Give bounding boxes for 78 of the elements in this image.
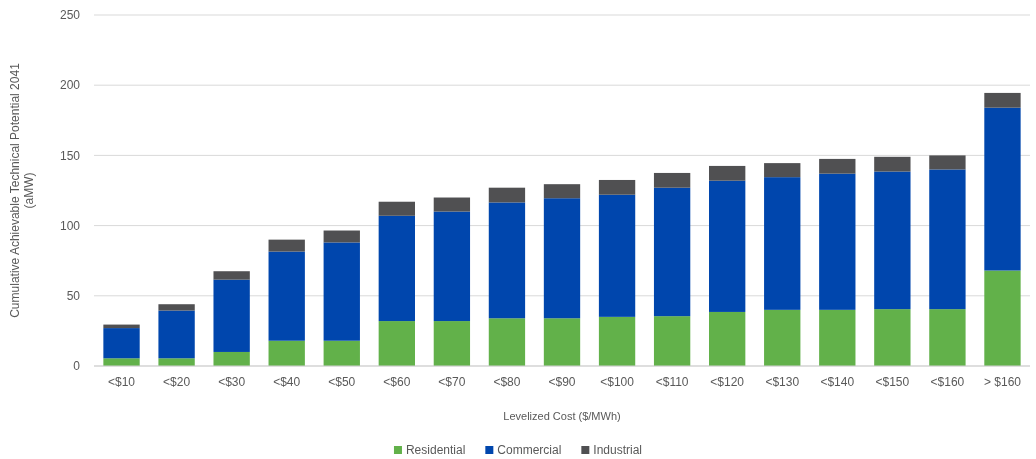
y-axis-title: Cumulative Achievable Technical Potential 2041 (aMW): [8, 62, 37, 318]
bar: [709, 311, 746, 366]
x-tick-label: <$160: [930, 375, 965, 390]
bar: [213, 271, 250, 280]
bar: [598, 316, 636, 366]
bar: [323, 340, 360, 366]
bar: [488, 187, 526, 203]
x-tick-label: <$100: [600, 375, 635, 390]
bar: [764, 309, 801, 366]
bar: [929, 169, 966, 310]
bar: [653, 187, 691, 317]
y-tick-label: 50: [66, 289, 81, 303]
x-axis-title: Levelized Cost ($/MWh): [503, 409, 621, 422]
bar: [984, 107, 1021, 271]
bar: [433, 321, 471, 366]
legend-label: Industrial: [593, 443, 643, 458]
bar: [268, 239, 305, 252]
legend-label: Residential: [405, 443, 466, 458]
bar: [819, 158, 856, 174]
bar: [543, 198, 581, 319]
bar: [653, 316, 691, 366]
bar: [488, 202, 526, 319]
bar: [488, 318, 526, 366]
x-tick-label: <$150: [875, 375, 910, 390]
bar: [874, 309, 911, 366]
bar: [378, 201, 415, 216]
bar: [268, 251, 305, 341]
bar: [323, 230, 360, 243]
bar: [764, 163, 801, 178]
x-tick-label: <$90: [548, 375, 576, 390]
bar: [874, 171, 911, 310]
bar: [213, 351, 250, 366]
x-tick-label: > $160: [983, 375, 1022, 390]
x-tick-label: <$50: [328, 375, 356, 390]
x-tick-label: <$40: [273, 375, 301, 390]
bar: [103, 328, 140, 359]
bar: [819, 173, 856, 310]
bar: [378, 321, 415, 366]
x-tick-label: <$110: [655, 375, 689, 390]
y-tick-label: 200: [59, 78, 81, 93]
bar: [213, 279, 250, 352]
bar: [268, 340, 305, 366]
bar: [433, 211, 471, 322]
bar: [929, 155, 966, 170]
y-tick-label: 250: [59, 8, 81, 23]
y-tick-label: 0: [73, 359, 81, 374]
bar: [158, 358, 195, 366]
bar: [598, 179, 636, 195]
bar: [158, 310, 195, 359]
bar: [323, 242, 360, 341]
bar: [709, 180, 746, 312]
bar: [984, 270, 1021, 366]
x-tick-label: <$130: [765, 375, 800, 390]
y-tick-label: 150: [59, 148, 81, 163]
x-tick-label: <$140: [820, 375, 855, 390]
bar: [103, 358, 140, 366]
bar: [874, 156, 911, 172]
x-tick-label: <$20: [163, 375, 191, 390]
bar: [764, 177, 801, 310]
bar: [819, 309, 856, 366]
bar: [709, 165, 746, 181]
bar: [598, 194, 636, 317]
x-tick-label: <$70: [438, 375, 466, 390]
x-tick-label: <$60: [383, 375, 411, 390]
bar: [433, 197, 471, 212]
x-tick-label: <$120: [710, 375, 745, 390]
bar: [158, 304, 195, 311]
y-tick-label: 100: [59, 218, 81, 233]
bar: [984, 92, 1021, 108]
bar: [378, 215, 415, 322]
bar: [653, 172, 691, 188]
x-tick-label: <$80: [493, 375, 521, 390]
bar: [929, 309, 966, 366]
x-tick-label: <$10: [108, 375, 136, 390]
x-tick-label: <$30: [218, 375, 246, 390]
legend-label: Commercial: [497, 443, 562, 458]
bar: [543, 184, 581, 199]
bar: [543, 318, 581, 366]
